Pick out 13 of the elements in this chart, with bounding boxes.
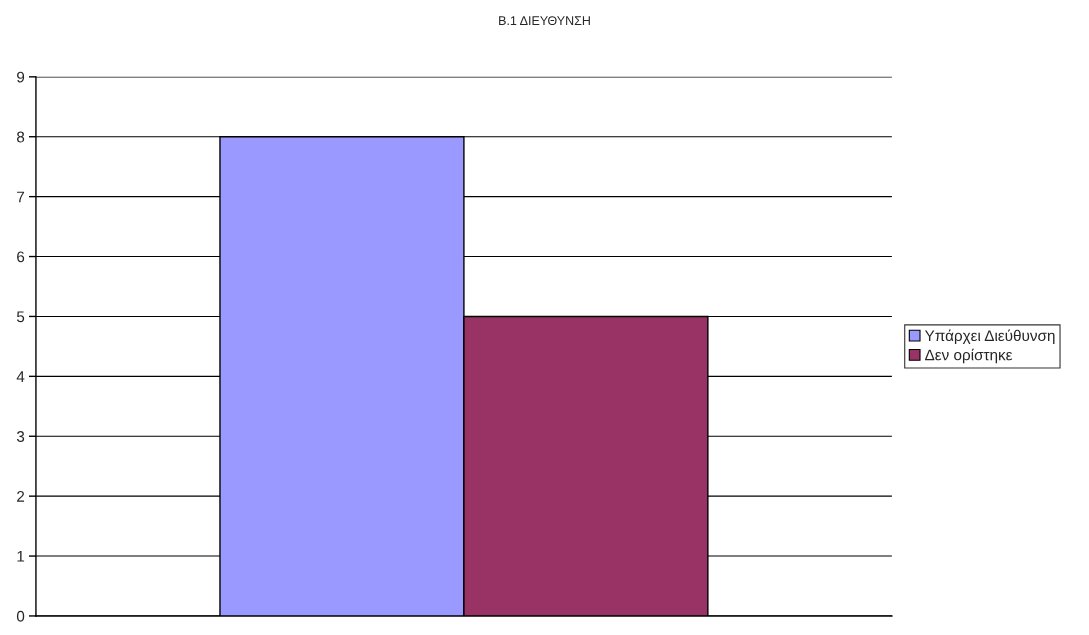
y-tick-label: 0 xyxy=(16,610,25,622)
y-tick-label: 3 xyxy=(16,431,25,442)
y-tick-label: 4 xyxy=(16,371,25,382)
y-tick-label: 6 xyxy=(17,251,25,263)
chart-title: B.1 ΔΙΕΥΘΥΝΣΗ xyxy=(499,16,590,26)
legend-label: Δεν ορίστηκε xyxy=(925,348,1013,364)
y-tick-label: 5 xyxy=(16,311,25,323)
y-tick-label: 9 xyxy=(17,71,25,83)
y-tick-label: 7 xyxy=(17,191,25,203)
y-tick-label: 2 xyxy=(17,491,25,502)
y-tick-label: 8 xyxy=(16,131,25,143)
legend-label: Υπάρχει Διεύθυνση xyxy=(924,329,1055,345)
y-tick-label: 1 xyxy=(17,551,25,562)
